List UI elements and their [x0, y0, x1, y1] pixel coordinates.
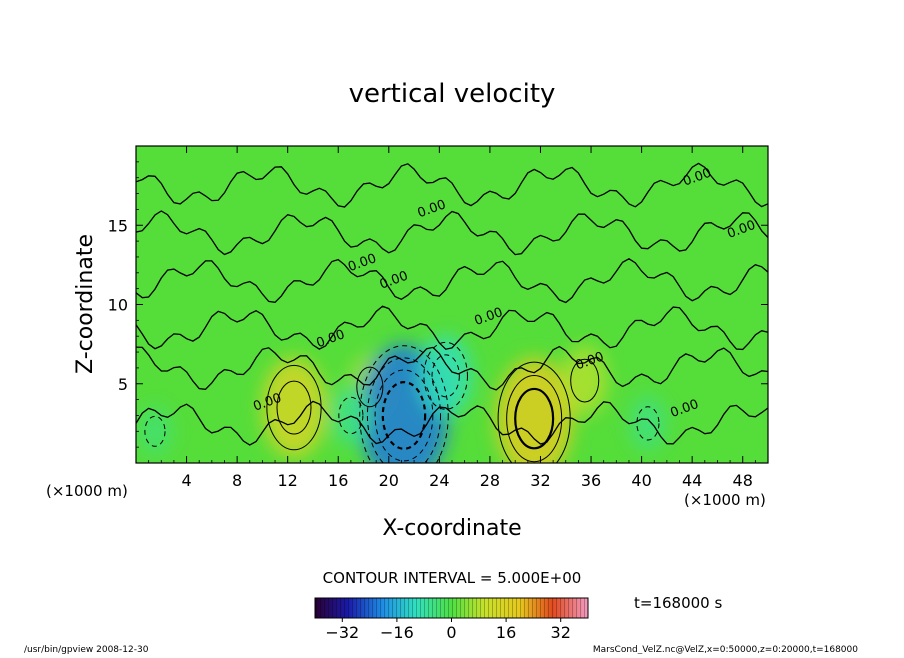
contour-ring-6-1: [338, 396, 364, 435]
colorbar: −32 −16 0 16 32: [314, 597, 589, 642]
y-tick-label: 15: [108, 216, 128, 235]
contour-ring-4-1: [359, 345, 449, 463]
contour-ring-0-1: [266, 364, 322, 451]
x-axis: 4 8 12 16 20 24 28 32 36 40 44 48: [135, 146, 769, 490]
field-downdraft-8: [138, 406, 172, 456]
contour-ring-1-2: [506, 375, 563, 463]
contour-ring-8-1: [144, 415, 166, 447]
y-tick-label: 5: [118, 375, 128, 394]
zero-contour-1: [136, 345, 768, 391]
contour-ring-4-4: [381, 381, 427, 450]
colorbar-tick-label: −32: [325, 623, 359, 642]
x-tick-label: 20: [379, 471, 399, 490]
x-tick-label: 8: [232, 471, 242, 490]
field-downdraft-7: [629, 396, 666, 451]
contour-interval: CONTOUR INTERVAL = 5.000E+00: [323, 569, 582, 587]
contour-ring-4-3: [374, 369, 434, 462]
plot-area: 0.000.000.000.000.000.000.000.000.000.00: [135, 145, 769, 464]
field-downdraft-5: [419, 335, 472, 416]
x-tick-label: 12: [278, 471, 298, 490]
x-tick-label: 40: [631, 471, 651, 490]
contour-ring-2-1: [570, 358, 600, 403]
colorbar-tick-label: −16: [380, 623, 414, 642]
contour-ring-3-1: [356, 366, 384, 408]
colorbar-tick-label: 16: [496, 623, 516, 642]
x-tick-label: 36: [581, 471, 601, 490]
field-updraft-0: [261, 357, 327, 458]
footer-left: /usr/bin/gpview 2008-12-30: [24, 645, 149, 654]
x-tick-label: 48: [733, 471, 753, 490]
colorbar-tick-label: 0: [446, 623, 456, 642]
x-tick-label: 16: [328, 471, 348, 490]
x-axis-label: X-coordinate: [382, 516, 521, 541]
contour-ring-5-2: [431, 354, 460, 398]
contour-ring-4-2: [366, 357, 442, 463]
contour-lines: [136, 162, 768, 463]
time-label: t=168000 s: [634, 594, 722, 612]
colorbar-bands: [315, 598, 588, 618]
x-tick-label: 4: [181, 471, 191, 490]
contour-ring-7-1: [636, 406, 660, 441]
contour-ring-1-3: [514, 387, 555, 450]
x-unit-left: (×1000 m): [46, 482, 128, 500]
x-tick-label: 44: [682, 471, 702, 490]
field-downdraft-6: [331, 385, 371, 446]
y-axis: 5 10 15: [108, 161, 768, 448]
chart-title: vertical velocity: [349, 79, 556, 109]
contour-ring-5-1: [423, 341, 468, 410]
x-tick-label: 24: [429, 471, 449, 490]
x-tick-label: 32: [530, 471, 550, 490]
y-tick-label: 10: [108, 296, 128, 315]
zero-contour-0: [136, 400, 768, 446]
field-updraft-2: [561, 345, 608, 416]
x-tick-label: 28: [480, 471, 500, 490]
zero-contour-2: [136, 305, 768, 351]
colorbar-ticks: −32 −16 0 16 32: [325, 618, 571, 642]
zero-contour-4: [136, 210, 768, 256]
field-updraft-1: [495, 357, 573, 463]
zero-contour-5: [136, 162, 768, 208]
footer-right: MarsCond_VelZ.nc@VelZ,x=0:50000,z=0:2000…: [593, 645, 858, 654]
y-axis-label: Z-coordinate: [73, 234, 98, 374]
colorbar-tick-label: 32: [551, 623, 571, 642]
x-unit-right: (×1000 m): [684, 491, 766, 509]
contour-ring-0-2: [276, 380, 312, 435]
zero-contour-3: [136, 258, 768, 304]
